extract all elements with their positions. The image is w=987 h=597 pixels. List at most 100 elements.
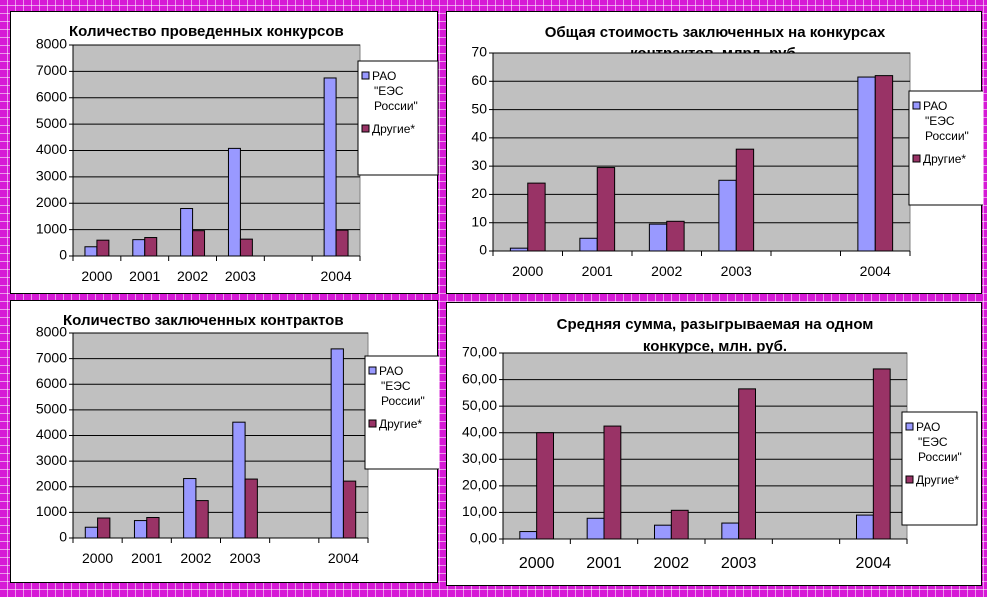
x-tick-label: 2003 xyxy=(230,550,261,566)
y-tick-label: 40,00 xyxy=(462,423,497,439)
bar-other-2000 xyxy=(536,432,554,540)
y-tick-label: 3000 xyxy=(36,168,67,184)
legend-box xyxy=(357,60,439,176)
y-tick-label: 10 xyxy=(471,213,487,229)
bar-other-2000 xyxy=(96,239,110,257)
bar-other-2001 xyxy=(596,167,616,252)
chart-title: Количество заключенных контрактов xyxy=(63,312,344,329)
bar-rao-ees-2001 xyxy=(586,517,605,540)
legend-label-rao-ees: "ЕЭС xyxy=(925,114,955,128)
legend-label-rao-ees: России" xyxy=(381,394,425,408)
chart-title: Количество проведенных конкурсов xyxy=(69,23,344,40)
bar-other-2001 xyxy=(146,517,160,539)
y-tick-label: 8000 xyxy=(36,36,67,52)
bar-other-2004 xyxy=(342,480,357,539)
bar-rao-ees-2000 xyxy=(84,526,99,539)
y-tick-label: 3000 xyxy=(36,452,67,468)
bar-other-2004 xyxy=(335,229,349,257)
legend-swatch-other xyxy=(361,124,370,133)
chart-title: конкурсе, млн. руб. xyxy=(643,338,787,355)
bar-rao-ees-2003 xyxy=(721,522,740,540)
bar-other-2002 xyxy=(195,500,209,539)
y-tick-label: 70 xyxy=(471,44,487,60)
x-tick-label: 2000 xyxy=(82,550,113,566)
legend-label-rao-ees: РАО xyxy=(923,99,947,113)
bar-other-2001 xyxy=(603,425,622,540)
x-tick-label: 2002 xyxy=(654,555,690,572)
x-tick-label: 2003 xyxy=(225,268,256,284)
y-tick-label: 0 xyxy=(479,242,487,258)
bar-rao-ees-2001 xyxy=(579,237,598,252)
y-tick-label: 1000 xyxy=(36,503,67,519)
y-tick-label: 7000 xyxy=(36,62,67,78)
chart-panel-average-sum: Средняя сумма, разыгрываемая на одном кон… xyxy=(446,302,982,586)
x-tick-label: 2000 xyxy=(512,263,543,279)
chart-title: Средняя сумма, разыгрываемая на одном xyxy=(557,316,874,333)
legend-box xyxy=(908,90,983,206)
legend-label-rao-ees: "ЕЭС xyxy=(381,379,411,393)
legend-label-other: Другие* xyxy=(379,417,422,431)
bar-other-2003 xyxy=(738,388,756,540)
y-tick-label: 40 xyxy=(471,129,487,145)
legend-label-other: Другие* xyxy=(372,122,415,136)
bar-other-2002 xyxy=(192,230,206,257)
bar-other-2004 xyxy=(872,368,891,540)
bar-other-2004 xyxy=(874,75,894,252)
legend-swatch-other xyxy=(368,419,377,428)
y-tick-label: 20,00 xyxy=(462,477,497,493)
legend-label-other: Другие* xyxy=(923,152,966,166)
bar-other-2001 xyxy=(144,237,158,257)
x-tick-label: 2001 xyxy=(131,550,162,566)
y-tick-label: 30,00 xyxy=(462,450,497,466)
y-tick-label: 1000 xyxy=(36,220,67,236)
x-tick-label: 2004 xyxy=(321,268,352,284)
y-tick-label: 8000 xyxy=(36,324,67,340)
legend-swatch-other xyxy=(905,475,914,484)
x-tick-label: 2000 xyxy=(519,555,555,572)
x-tick-label: 2003 xyxy=(721,555,757,572)
y-tick-label: 50 xyxy=(471,100,487,116)
y-tick-label: 50,00 xyxy=(462,397,497,413)
bar-rao-ees-2000 xyxy=(509,247,529,252)
bar-other-2000 xyxy=(97,517,111,539)
bar-other-2003 xyxy=(735,148,755,252)
legend-swatch-rao-ees xyxy=(361,71,370,80)
x-tick-label: 2004 xyxy=(860,263,891,279)
bar-other-2003 xyxy=(239,238,253,257)
y-tick-label: 4000 xyxy=(36,426,67,442)
plot-area xyxy=(502,352,908,540)
bar-rao-ees-2004 xyxy=(323,77,337,257)
y-tick-label: 2000 xyxy=(36,477,67,493)
x-tick-label: 2002 xyxy=(180,550,211,566)
bar-rao-ees-2001 xyxy=(132,239,146,257)
bar-rao-ees-2002 xyxy=(180,208,194,257)
legend-swatch-other xyxy=(912,154,921,163)
x-tick-label: 2004 xyxy=(328,550,359,566)
x-tick-label: 2001 xyxy=(582,263,613,279)
x-tick-label: 2000 xyxy=(81,268,112,284)
bar-other-2002 xyxy=(666,220,685,252)
bar-rao-ees-2004 xyxy=(856,514,874,540)
chart-average-sum: Средняя сумма, разыгрываемая на одном кон… xyxy=(462,316,978,572)
chart-panel-contests-count: Количество проведенных конкурсов 0 1000 200… xyxy=(10,11,439,294)
x-tick-label: 2001 xyxy=(586,555,622,572)
y-tick-label: 30 xyxy=(471,157,487,173)
y-tick-label: 70,00 xyxy=(462,344,497,360)
bar-rao-ees-2003 xyxy=(718,179,737,252)
bar-other-2003 xyxy=(244,478,258,539)
legend-box xyxy=(901,411,978,526)
y-tick-label: 5000 xyxy=(36,401,67,417)
y-tick-label: 7000 xyxy=(36,349,67,365)
legend-swatch-rao-ees xyxy=(368,366,377,375)
bar-rao-ees-2004 xyxy=(857,76,876,252)
legend-label-rao-ees: России" xyxy=(918,450,962,464)
chart-contests-count: Количество проведенных конкурсов 0 1000 200… xyxy=(36,23,439,284)
bar-rao-ees-2004 xyxy=(330,348,344,539)
y-tick-label: 0 xyxy=(59,247,67,263)
bar-rao-ees-2003 xyxy=(227,147,241,257)
x-tick-label: 2004 xyxy=(856,555,892,572)
y-tick-label: 5000 xyxy=(36,115,67,131)
y-tick-label: 2000 xyxy=(36,194,67,210)
y-tick-label: 20 xyxy=(471,185,487,201)
bar-rao-ees-2003 xyxy=(232,421,246,539)
